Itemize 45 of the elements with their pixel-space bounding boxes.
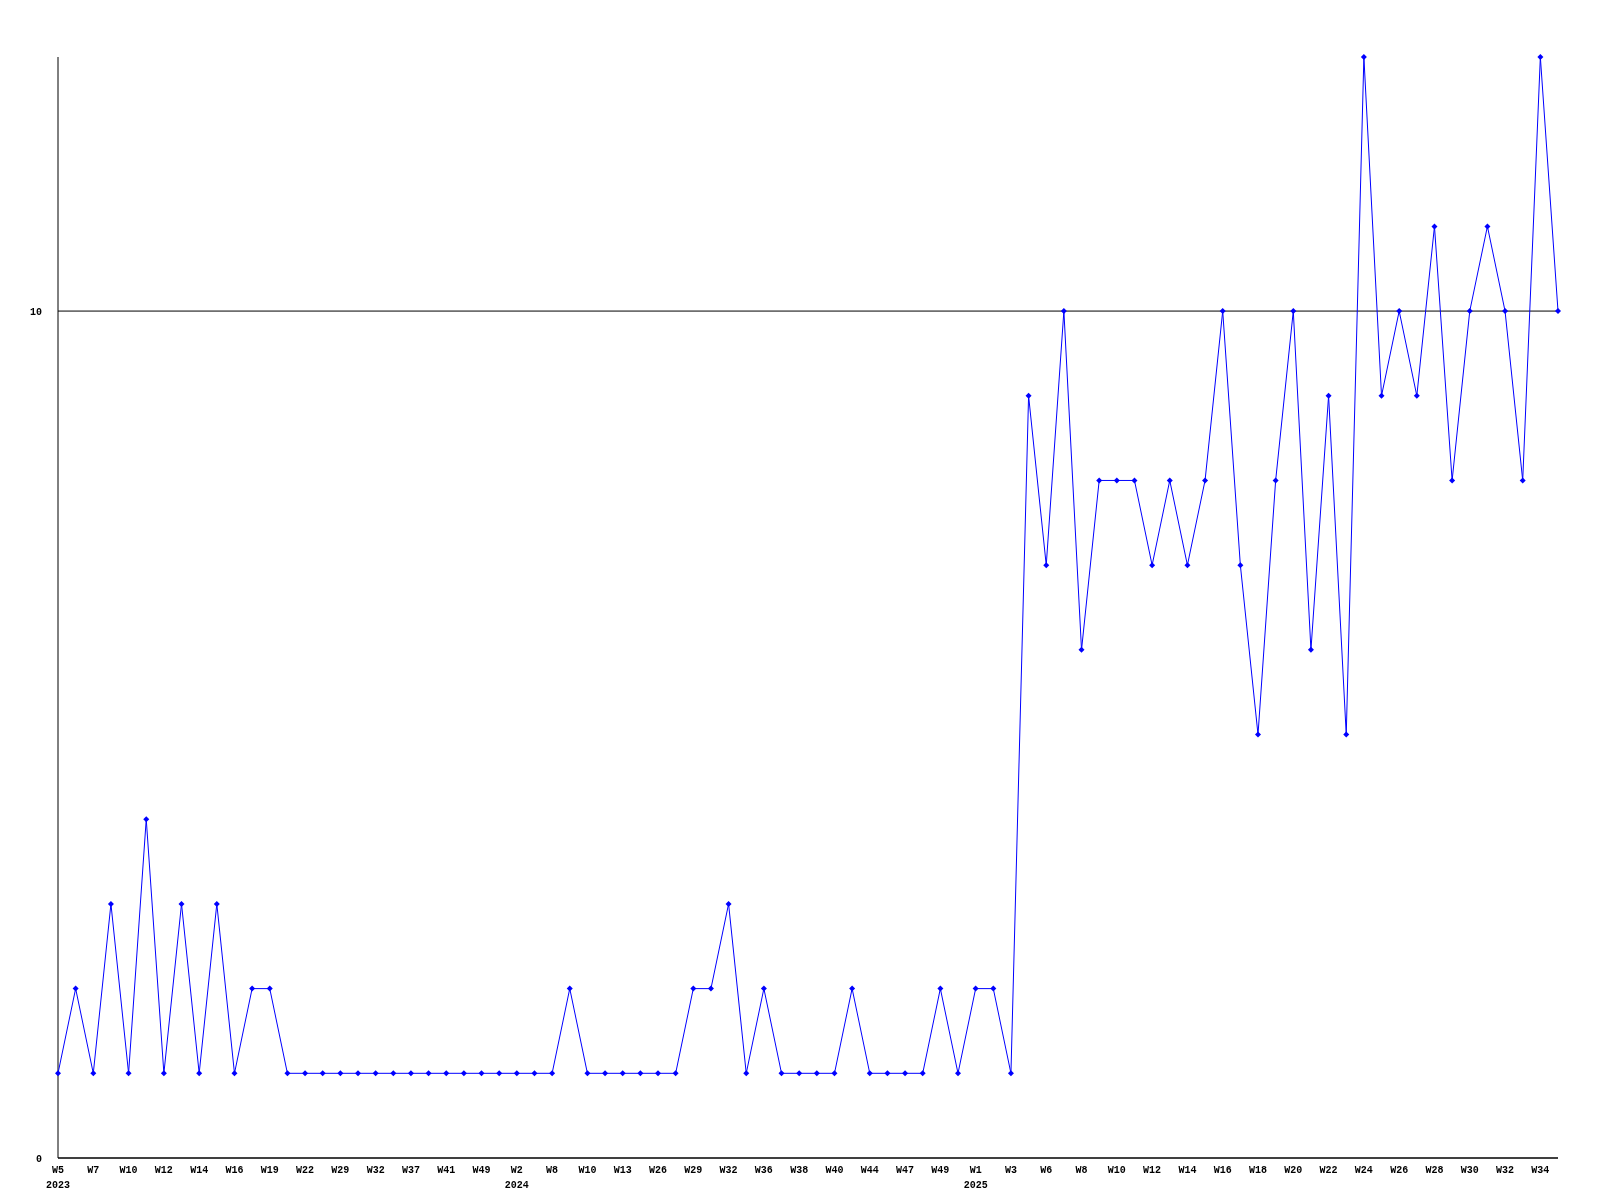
x-tick-label: W2 2024 (504, 1165, 529, 1191)
x-tick-label: W26 (1390, 1165, 1409, 1176)
y-tick-label: 0 (35, 1153, 42, 1165)
x-tick-label: W22 (296, 1165, 315, 1176)
x-tick-label: W14 (1178, 1165, 1197, 1176)
x-tick-label: W12 (1143, 1165, 1162, 1176)
x-tick-label: W20 (1284, 1165, 1303, 1176)
x-tick-label: W32 (366, 1165, 385, 1176)
x-tick-label: W49 (472, 1165, 491, 1176)
x-tick-label: W38 (790, 1165, 809, 1176)
x-tick-label: W10 (119, 1165, 138, 1176)
x-tick-label: W12 (154, 1165, 173, 1176)
x-tick-label: W32 (1496, 1165, 1515, 1176)
x-tick-label: W22 (1319, 1165, 1338, 1176)
x-tick-label: W5 2023 (45, 1165, 71, 1191)
x-tick-label: W24 (1354, 1165, 1373, 1176)
x-tick-label: W29 (331, 1165, 350, 1176)
x-tick-label: W47 (896, 1165, 915, 1176)
x-tick-label: W13 (613, 1165, 632, 1176)
x-tick-label: W41 (437, 1165, 456, 1176)
x-tick-label: W16 (1213, 1165, 1232, 1176)
x-tick-label: W8 (546, 1165, 559, 1176)
x-tick-label: W6 (1040, 1165, 1053, 1176)
x-tick-label: W34 (1531, 1165, 1550, 1176)
x-tick-label: W30 (1460, 1165, 1479, 1176)
x-tick-label: W28 (1425, 1165, 1444, 1176)
x-tick-label: W1 2025 (963, 1165, 988, 1191)
x-tick-label: W19 (260, 1165, 279, 1176)
x-tick-label: W26 (648, 1165, 668, 1176)
x-tick-label: W10 (578, 1165, 597, 1176)
x-tick-label: W14 (190, 1165, 209, 1176)
x-tick-label: W37 (401, 1165, 420, 1176)
x-tick-label: W10 (1107, 1165, 1126, 1176)
x-tick-label: W49 (931, 1165, 950, 1176)
x-tick-label: W44 (860, 1165, 879, 1176)
x-tick-label: W16 (225, 1165, 244, 1176)
y-tick-label: 10 (29, 306, 42, 318)
x-tick-label: W32 (719, 1165, 738, 1176)
x-tick-label: W18 (1248, 1165, 1268, 1176)
x-tick-label: W40 (825, 1165, 844, 1176)
x-tick-label: W29 (684, 1165, 703, 1176)
x-tick-label: W3 (1004, 1165, 1017, 1176)
x-tick-label: W36 (754, 1165, 773, 1176)
x-tick-label: W7 (87, 1165, 100, 1176)
x-tick-label: W8 (1075, 1165, 1088, 1176)
